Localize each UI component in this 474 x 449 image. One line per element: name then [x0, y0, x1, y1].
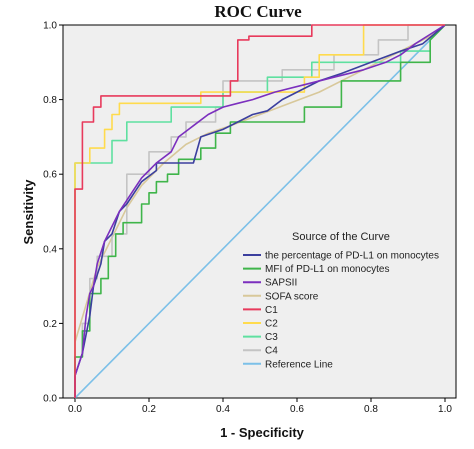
legend-label-8: Reference Line [265, 359, 333, 370]
series-line-mfi-of-pd-l1-on-monocytes [74, 24, 446, 398]
legend-label-6: C3 [265, 332, 278, 343]
legend-label-4: C1 [265, 305, 278, 316]
series-line-the-percentage-of-pd-l1-on-monocytes [74, 24, 446, 398]
legend-title: Source of the Curve [292, 231, 390, 243]
legend-label-7: C4 [265, 346, 278, 357]
legend: Source of the Curve the percentage of PD… [243, 231, 439, 370]
x-tick-label-3: 0.6 [290, 404, 304, 415]
series-line-sapsii [74, 24, 446, 398]
x-tick-label-5: 1.0 [438, 404, 452, 415]
y-axis-label: Sensitivity [21, 179, 36, 245]
legend-label-0: the percentage of PD-L1 on monocytes [265, 251, 439, 262]
series-lines [74, 24, 446, 399]
x-tick-label-1: 0.2 [142, 404, 156, 415]
series-line-reference-line [74, 24, 446, 399]
series-line-c1 [74, 24, 445, 398]
y-tick-label-1: 0.2 [43, 319, 57, 330]
legend-label-3: SOFA score [265, 291, 319, 302]
y-tick-label-4: 0.8 [43, 95, 57, 106]
legend-label-1: MFI of PD-L1 on monocytes [265, 264, 390, 275]
x-tick-label-0: 0.0 [68, 404, 82, 415]
x-axis-label: 1 - Specificity [220, 425, 305, 440]
axis-ticks: 0.0 0.2 0.4 0.6 0.8 1.0 0.0 0.2 0.4 0.6 0.8 1.0 [43, 21, 452, 416]
x-tick-label-2: 0.4 [216, 404, 230, 415]
series-line-c2 [74, 24, 445, 398]
x-tick-label-4: 0.8 [364, 404, 378, 415]
y-tick-label-0: 0.0 [43, 394, 57, 405]
legend-items: the percentage of PD-L1 on monocytes MFI … [243, 251, 439, 370]
chart-title: ROC Curve [214, 2, 302, 21]
y-tick-label-2: 0.4 [43, 244, 57, 255]
legend-label-2: SAPSII [265, 278, 297, 289]
legend-label-5: C2 [265, 319, 278, 330]
y-tick-label-3: 0.6 [43, 170, 57, 181]
y-tick-label-5: 1.0 [43, 21, 57, 32]
